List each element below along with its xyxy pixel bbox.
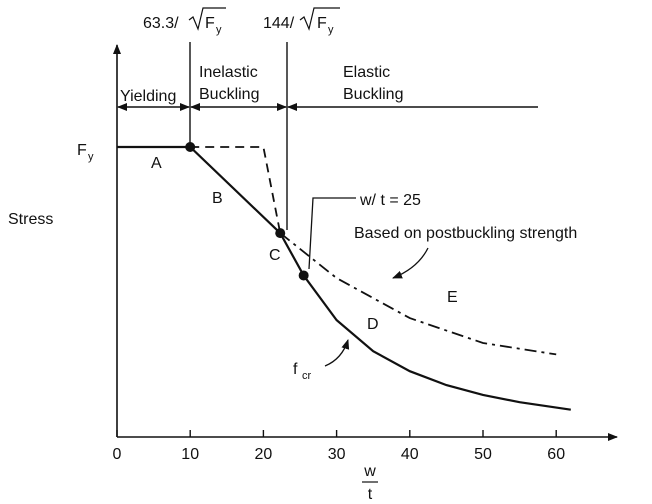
limit-label-63-3-base: F bbox=[205, 15, 215, 32]
key-point-marker bbox=[185, 142, 196, 152]
limit-label-63-3-sub: y bbox=[216, 24, 222, 36]
limit-label-144: 144/ F y bbox=[263, 7, 340, 36]
region-inelastic-line2: Buckling bbox=[199, 86, 259, 103]
point-label-a: A bbox=[151, 155, 162, 172]
key-point-marker bbox=[298, 270, 309, 281]
x-tick-label: 10 bbox=[181, 446, 199, 463]
fy-label-base: F bbox=[77, 142, 87, 159]
sqrt-sign-2 bbox=[299, 7, 340, 31]
limit-label-144-sub: y bbox=[328, 24, 334, 36]
x-tick-label: 50 bbox=[474, 446, 492, 463]
postbuckling-arrow bbox=[392, 247, 429, 279]
fcr-label-sub: cr bbox=[302, 370, 312, 382]
fy-label-sub: y bbox=[88, 151, 94, 163]
sqrt-sign-1 bbox=[188, 7, 226, 31]
postbuckling-strength-curve bbox=[279, 232, 557, 356]
point-label-e: E bbox=[447, 289, 458, 306]
limit-label-63-3: 63.3/ F y bbox=[143, 7, 226, 36]
region-yielding: Yielding bbox=[120, 88, 176, 105]
key-point-marker bbox=[275, 228, 286, 239]
fcr-label-base: f bbox=[293, 361, 298, 378]
region-inelastic-line1: Inelastic bbox=[199, 64, 258, 81]
x-axis-ticks: 0 10 20 30 40 50 60 bbox=[113, 430, 565, 463]
point-label-d: D bbox=[367, 316, 379, 333]
x-tick-label: 30 bbox=[328, 446, 346, 463]
x-axis-label-numerator: w bbox=[363, 463, 376, 480]
x-tick-label: 60 bbox=[547, 446, 565, 463]
x-tick-label: 0 bbox=[113, 446, 122, 463]
fcr-arrow bbox=[324, 339, 350, 367]
limit-label-144-base: F bbox=[317, 15, 327, 32]
x-tick-label: 40 bbox=[401, 446, 419, 463]
limit-label-63-3-prefix: 63.3/ bbox=[143, 15, 179, 32]
point-label-b: B bbox=[212, 190, 223, 207]
wt-25-label: w/ t = 25 bbox=[359, 192, 421, 209]
region-elastic-line2: Buckling bbox=[343, 86, 403, 103]
key-points bbox=[185, 142, 309, 281]
postbuckling-label: Based on postbuckling strength bbox=[354, 225, 577, 242]
x-axis-label-denominator: t bbox=[368, 486, 373, 503]
region-elastic-line1: Elastic bbox=[343, 64, 390, 81]
point-label-c: C bbox=[269, 247, 281, 264]
limit-label-144-prefix: 144/ bbox=[263, 15, 295, 32]
wt-25-leader bbox=[308, 197, 356, 270]
y-axis-label: Stress bbox=[8, 211, 53, 228]
x-tick-label: 20 bbox=[255, 446, 273, 463]
fcr-strength-curve bbox=[117, 145, 571, 411]
